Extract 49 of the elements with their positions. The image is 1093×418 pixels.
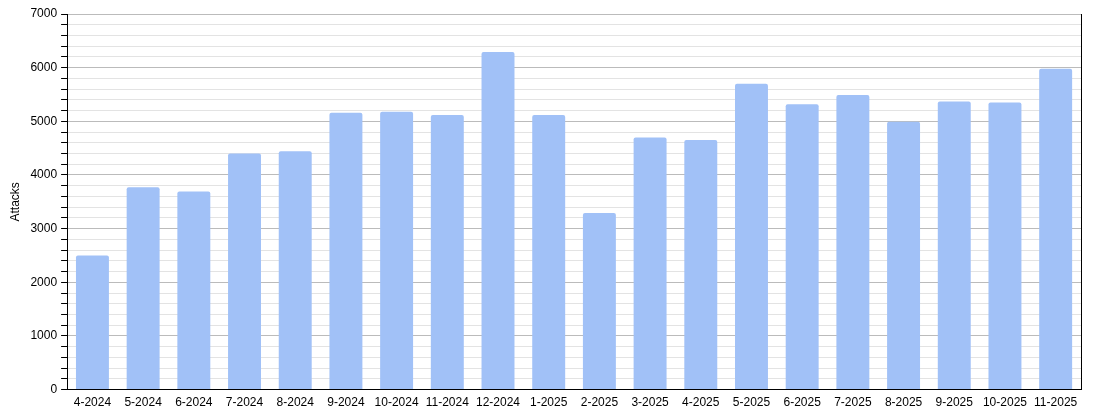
x-tick-label: 12-2024 <box>475 395 521 410</box>
y-tick-label: 6000 <box>30 59 58 74</box>
bar <box>75 255 109 390</box>
bar <box>887 121 921 390</box>
bar <box>633 137 667 390</box>
x-tick-label: 10-2024 <box>374 395 419 410</box>
bar <box>836 95 870 390</box>
x-tick-label: 11-2025 <box>1034 395 1078 410</box>
y-tick-label: 5000 <box>30 113 58 128</box>
bar <box>735 83 768 390</box>
x-tick-label: 7-2024 <box>225 395 264 410</box>
x-tick-label: 8-2024 <box>276 395 315 410</box>
x-tick-label: 4-2025 <box>682 395 720 410</box>
bar <box>278 151 312 390</box>
bar <box>937 101 971 390</box>
bar <box>988 102 1022 390</box>
bar <box>380 111 414 390</box>
x-tick-label: 5-2024 <box>124 395 163 410</box>
x-tick-label: 6-2025 <box>783 395 822 410</box>
bar <box>126 187 160 390</box>
y-tick-label: 1000 <box>30 328 58 343</box>
x-tick-label: 3-2025 <box>631 395 670 410</box>
y-tick-label: 7000 <box>30 6 58 21</box>
bar <box>1039 68 1073 390</box>
x-tick-label: 1-2025 <box>530 395 568 410</box>
x-tick-label: 6-2024 <box>175 395 213 410</box>
x-tick-label: 8-2025 <box>884 395 923 410</box>
y-tick-label: 0 <box>50 381 58 396</box>
bar <box>785 104 819 390</box>
bar <box>228 153 262 390</box>
bar <box>329 112 363 390</box>
bar <box>177 191 211 390</box>
x-tick-label: 4-2024 <box>73 395 112 410</box>
bar <box>684 140 718 390</box>
bar <box>430 114 464 390</box>
x-tick-label: 11-2024 <box>425 395 470 410</box>
bar <box>582 213 616 390</box>
x-tick-label: 5-2025 <box>732 395 771 410</box>
y-tick-label: 2000 <box>30 274 58 289</box>
x-tick-label: 7-2025 <box>834 395 872 410</box>
y-axis-title: Attacks <box>7 182 22 222</box>
bar <box>532 114 566 390</box>
x-tick-label: 10-2025 <box>982 395 1028 410</box>
y-tick-label: 3000 <box>30 220 58 235</box>
y-tick-label: 4000 <box>30 167 58 182</box>
x-tick-label: 2-2025 <box>580 395 619 410</box>
bar <box>481 52 515 390</box>
x-tick-label: 9-2025 <box>935 395 974 410</box>
x-tick-label: 9-2024 <box>327 395 365 410</box>
